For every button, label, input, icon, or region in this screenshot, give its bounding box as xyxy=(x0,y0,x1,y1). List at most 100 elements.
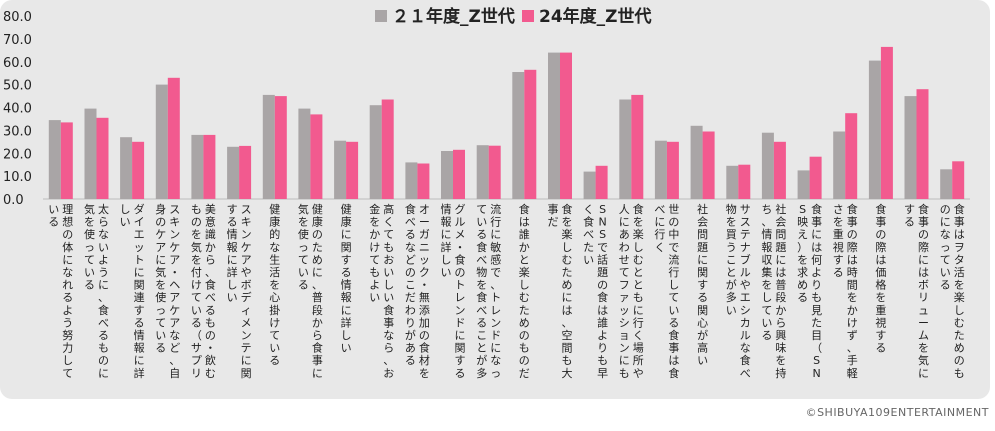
category-label-char: 楽 xyxy=(633,228,644,241)
category-label-char: ッ xyxy=(419,253,430,266)
category-label-char: 報 xyxy=(227,241,238,254)
category-label-char: 食 xyxy=(405,202,416,216)
category-label-char: 誰 xyxy=(519,227,530,241)
category-label-char: さ xyxy=(833,203,844,216)
category-label-char: っ xyxy=(155,304,166,317)
category-label-char: 場 xyxy=(633,342,644,355)
category-label-char: 関 xyxy=(241,367,252,380)
category-label-char: べ xyxy=(583,228,594,241)
category-label-char: カ xyxy=(740,316,751,329)
category-label-char: ヲ xyxy=(954,241,965,254)
category-label-char: 時 xyxy=(847,266,858,279)
category-label-char: か xyxy=(312,316,323,329)
category-label-char: の xyxy=(940,203,951,216)
bar-series-1-22 xyxy=(833,131,846,199)
category-label-char: 行 xyxy=(654,228,665,241)
category-label-char: っ xyxy=(298,241,309,254)
category-label-char: 集 xyxy=(761,265,772,279)
category-label-char: 関 xyxy=(341,241,352,254)
category-label-char: 事 xyxy=(918,216,929,229)
category-label-char: ボ xyxy=(918,279,929,292)
category-label-char: に xyxy=(633,304,644,317)
category-label-char: ル xyxy=(740,329,751,342)
bar-series-1-3 xyxy=(155,84,168,199)
category-label-char: ナ xyxy=(740,241,751,254)
category-label-char: お xyxy=(383,253,394,266)
category-label-char: し xyxy=(761,291,772,304)
category-label-char: ン xyxy=(169,228,180,241)
category-label-char: 早 xyxy=(597,367,608,380)
category-label-char: 関 xyxy=(697,304,708,317)
category-label-char: 事 xyxy=(383,316,394,329)
category-label-char: メ xyxy=(455,228,466,241)
category-label-char: て xyxy=(155,316,166,329)
bar-series-2-8 xyxy=(346,141,359,199)
category-label-char: テ xyxy=(740,228,751,241)
category-label-char: 社 xyxy=(697,202,708,216)
category-label-char: 行 xyxy=(668,266,679,279)
bar-series-2-10 xyxy=(417,163,430,199)
bar-series-2-23 xyxy=(880,46,893,200)
category-label-char: 手 xyxy=(847,353,858,367)
category-label-char: よ xyxy=(369,279,380,292)
category-label-char: る xyxy=(455,367,466,380)
category-label-char: を xyxy=(954,279,965,292)
category-label-char: 段 xyxy=(775,290,786,304)
category-label-char: ち xyxy=(761,203,772,216)
category-label-char: な xyxy=(62,266,73,279)
category-label-char: も xyxy=(383,241,394,254)
category-label-char: て xyxy=(298,253,309,266)
legend-label-series-1: ２１年度_Z世代 xyxy=(392,6,515,27)
category-label-char: い xyxy=(383,291,394,304)
category-label-char: 飲 xyxy=(205,353,216,367)
bar-series-2-4 xyxy=(203,134,216,199)
category-label-char: 見 xyxy=(811,304,822,317)
category-label-char: 求 xyxy=(797,266,808,279)
category-label-char: す xyxy=(697,279,708,292)
category-label-char: は xyxy=(562,304,573,317)
category-label-char: り xyxy=(811,279,822,292)
category-label-char: ら xyxy=(205,253,216,266)
category-label-char: 感 xyxy=(490,253,501,266)
category-label-char: る xyxy=(405,228,416,241)
category-label-char: を xyxy=(419,367,430,380)
category-label-char: 食 xyxy=(383,303,394,317)
bar-series-2-15 xyxy=(595,165,608,199)
category-label-char: 無 xyxy=(419,290,430,304)
category-label-char: 格 xyxy=(875,278,886,292)
category-label-char: 重 xyxy=(875,303,886,317)
category-label-char: こ xyxy=(405,279,416,292)
bar-series-1-1 xyxy=(84,108,97,199)
category-label-char: し xyxy=(383,279,394,292)
category-label-char: の xyxy=(419,329,430,342)
category-label-char: か xyxy=(369,228,380,241)
category-label-char: む xyxy=(205,367,216,380)
category-label-char: と xyxy=(633,279,644,292)
bar-series-1-7 xyxy=(298,108,311,199)
category-label-char: た xyxy=(811,316,822,329)
category-label-char: る xyxy=(134,316,145,329)
category-label-char: の xyxy=(954,354,965,367)
category-label-char: も xyxy=(954,367,965,380)
category-label-char: キ xyxy=(169,216,180,229)
category-label-char: や xyxy=(633,367,644,380)
category-label-char: い xyxy=(940,266,951,279)
category-label-char: は xyxy=(918,266,929,279)
bar-series-2-14 xyxy=(560,52,572,199)
bar-series-2-22 xyxy=(845,113,858,199)
category-label-char: 身 xyxy=(155,202,166,216)
category-label-char: 心 xyxy=(269,291,280,304)
category-label-char: ・ xyxy=(455,241,466,254)
category-label-char: 普 xyxy=(312,290,323,304)
bar-series-2-6 xyxy=(274,96,287,199)
category-label-char: エ xyxy=(740,291,751,304)
category-label-char: に xyxy=(312,266,323,279)
category-label-char: サ xyxy=(191,342,202,355)
category-label-char: 視 xyxy=(833,240,844,254)
category-label-char: く xyxy=(654,241,665,254)
